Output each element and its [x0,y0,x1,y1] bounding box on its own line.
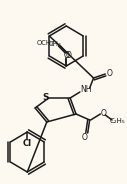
Text: O: O [106,68,112,77]
Text: O: O [100,109,106,118]
Text: S: S [43,93,49,102]
Text: OCH₃: OCH₃ [36,40,54,46]
Text: C₂H₅: C₂H₅ [110,118,126,124]
Text: CH₃: CH₃ [48,41,61,47]
Text: O: O [65,50,71,59]
Text: O: O [63,50,69,59]
Text: O: O [82,132,88,141]
Text: NH: NH [80,86,92,95]
Text: Cl: Cl [23,139,32,148]
